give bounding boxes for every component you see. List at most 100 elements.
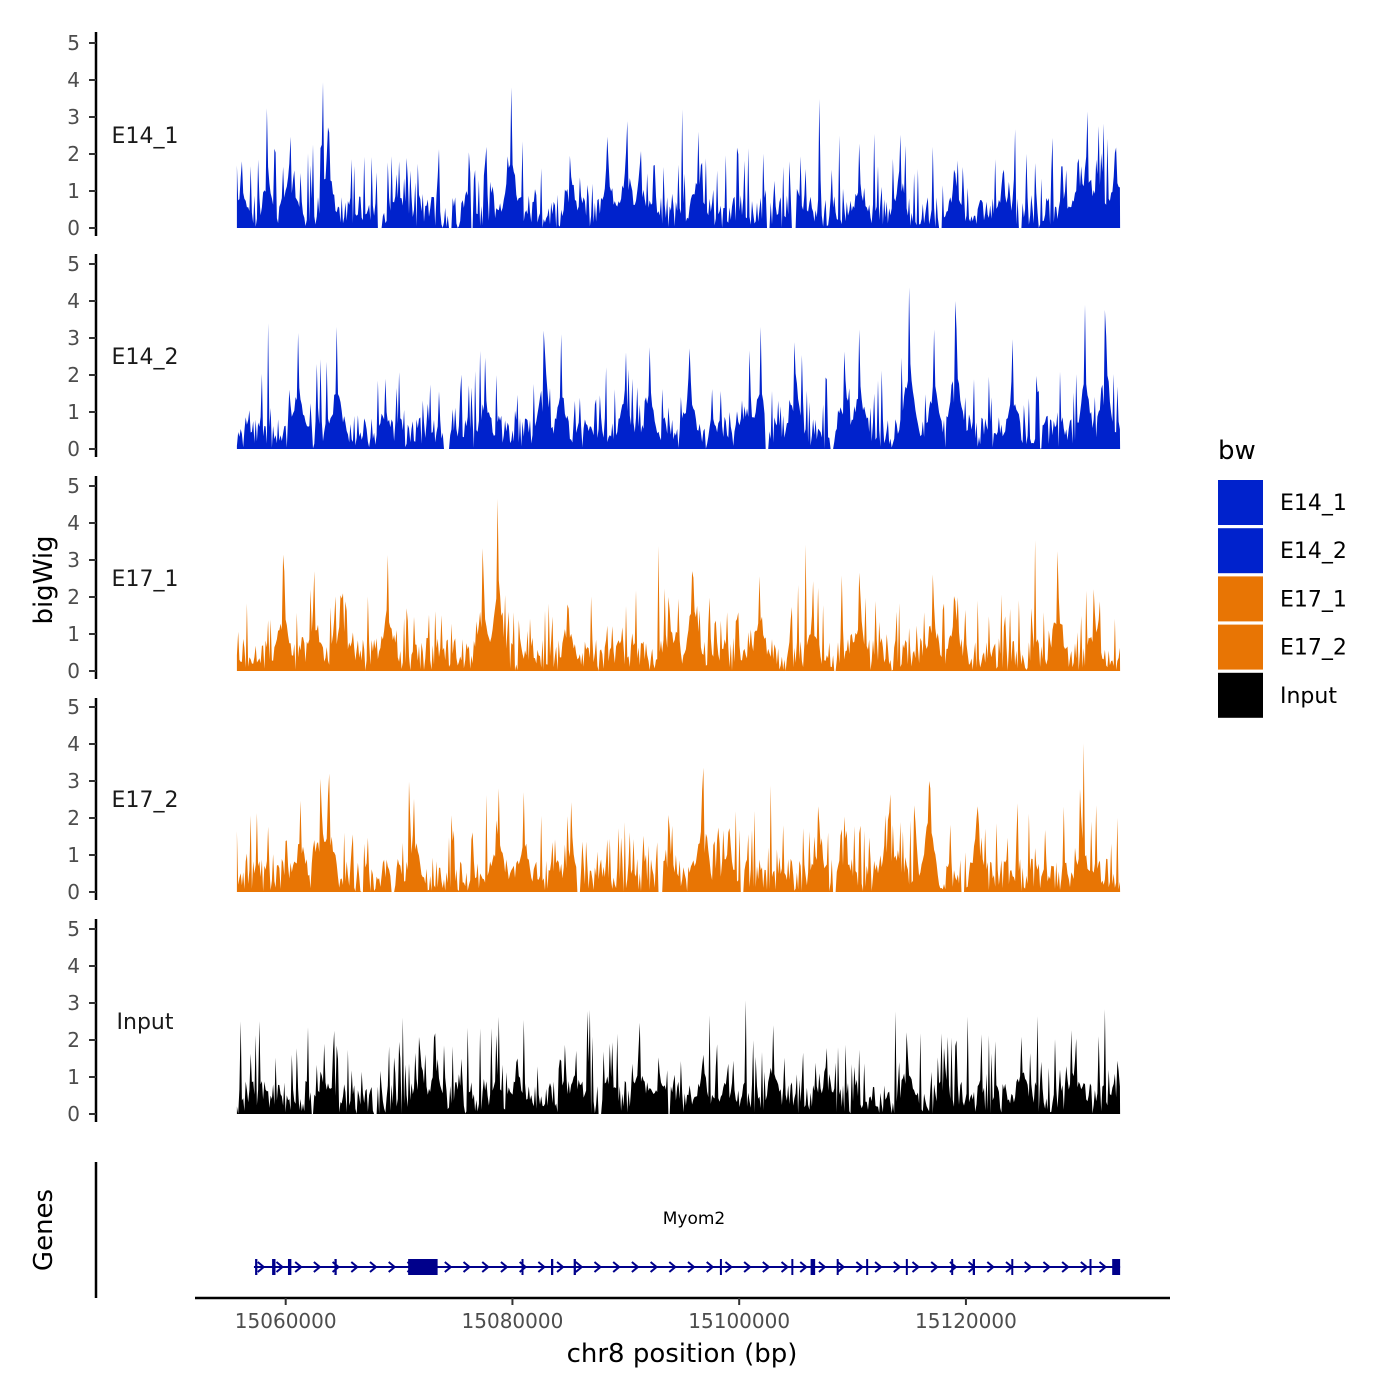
exon: [951, 1259, 954, 1275]
exon: [905, 1259, 908, 1275]
gene-model-myom2: [253, 1259, 1121, 1275]
strand-arrow-icon: [724, 1261, 733, 1273]
track-e17-2-label: E17_2: [112, 788, 179, 813]
strand-arrow-icon: [481, 1261, 490, 1273]
x-tick-label: 15080000: [462, 1309, 564, 1333]
track-e17-1-label: E17_1: [112, 567, 179, 592]
exon: [972, 1259, 975, 1275]
exon: [334, 1259, 337, 1275]
strand-arrow-icon: [986, 1261, 995, 1273]
y-tick-label: 5: [67, 252, 80, 276]
track-input-label: Input: [117, 1010, 174, 1035]
y-tick-label: 4: [67, 68, 80, 92]
strand-arrow-icon: [575, 1261, 584, 1273]
x-axis-ticks: 15060000 15080000 15100000 15120000: [235, 1298, 1017, 1333]
track-e14-1: 0 1 2 3 4 5 E14_1: [67, 31, 1121, 240]
track-e14-2-signal-area: [236, 287, 1121, 449]
exon: [521, 1259, 524, 1275]
track-e14-1-label: E14_1: [112, 124, 179, 149]
y-tick-label: 2: [67, 806, 80, 830]
x-tick-label: 15100000: [688, 1309, 790, 1333]
strand-arrow-icon: [818, 1261, 827, 1273]
strand-arrow-icon: [930, 1261, 939, 1273]
y-tick-label: 1: [67, 1065, 80, 1089]
track-e17-2-y-axis: 0 1 2 3 4 5: [67, 695, 98, 904]
legend-swatch: [1218, 480, 1263, 525]
y-tick-label: 4: [67, 954, 80, 978]
exon: [836, 1259, 839, 1275]
legend-label: E14_2: [1280, 539, 1347, 564]
exon: [791, 1259, 794, 1275]
strand-arrow-icon: [743, 1261, 752, 1273]
y-tick-label: 2: [67, 363, 80, 387]
track-e17-1: 0 1 2 3 4 5 E17_1: [67, 474, 1121, 683]
x-tick-label: 15120000: [915, 1309, 1017, 1333]
x-tick-label: 15060000: [235, 1309, 337, 1333]
strand-arrow-icon: [462, 1261, 472, 1273]
legend-swatch: [1218, 528, 1263, 574]
legend-items: E14_1 E14_2 E17_1 E17_2 Input: [1218, 480, 1347, 718]
y-tick-label: 3: [67, 769, 80, 793]
y-tick-label: 1: [67, 843, 80, 867]
strand-arrow-icon: [874, 1261, 883, 1273]
strand-arrow-icon: [1080, 1261, 1089, 1273]
strand-arrow-icon: [1098, 1261, 1108, 1273]
strand-arrow-icon: [706, 1261, 715, 1273]
strand-arrow-icon: [537, 1261, 546, 1273]
strand-arrow-icon: [855, 1261, 864, 1273]
y-tick-label: 0: [67, 880, 80, 904]
y-tick-label: 0: [67, 437, 80, 461]
track-e17-1-y-axis: 0 1 2 3 4 5: [67, 474, 98, 683]
track-e14-2-label: E14_2: [112, 345, 179, 370]
x-axis-title: chr8 position (bp): [567, 1339, 798, 1369]
exon: [1089, 1259, 1092, 1275]
y-tick-label: 4: [67, 511, 80, 535]
exon: [255, 1259, 258, 1275]
track-e14-2: 0 1 2 3 4 5 E14_2: [67, 252, 1121, 461]
y-tick-label: 0: [67, 216, 80, 240]
strand-arrow-icon: [350, 1261, 359, 1273]
strand-arrow-icon: [631, 1261, 640, 1273]
legend: bw E14_1 E14_2 E17_1 E17_2 Input: [1218, 436, 1347, 718]
y-tick-label: 3: [67, 548, 80, 572]
strand-arrow-icon: [388, 1261, 397, 1273]
exon: [573, 1259, 576, 1275]
exon: [287, 1259, 292, 1275]
strand-arrow-icon: [799, 1261, 808, 1273]
exon: [719, 1259, 722, 1275]
legend-label: E17_1: [1280, 587, 1347, 612]
strand-arrow-icon: [1042, 1261, 1051, 1273]
strand-arrow-icon: [780, 1261, 790, 1273]
legend-swatch: [1218, 624, 1263, 670]
strand-arrow-icon: [593, 1261, 603, 1273]
track-e17-1-signal-area: [236, 498, 1121, 671]
y-tick-label: 2: [67, 585, 80, 609]
x-axis: 15060000 15080000 15100000 15120000 chr8 po…: [195, 1296, 1170, 1369]
legend-swatch: [1218, 672, 1263, 718]
y-tick-label: 0: [67, 659, 80, 683]
strand-arrow-icon: [294, 1261, 303, 1273]
strand-arrow-icon: [837, 1261, 846, 1273]
y-tick-label: 2: [67, 1028, 80, 1052]
exon: [550, 1259, 554, 1275]
gene-track: Myom2: [94, 1162, 1121, 1298]
strand-arrow-icon: [668, 1261, 677, 1273]
exon: [866, 1259, 869, 1275]
y-tick-label: 1: [67, 400, 80, 424]
y-tick-label: 1: [67, 179, 80, 203]
y-tick-label: 5: [67, 474, 80, 498]
y-tick-label: 3: [67, 105, 80, 129]
y-tick-label: 3: [67, 326, 80, 350]
track-input-signal-area: [236, 1000, 1121, 1114]
strand-arrow-icon: [649, 1261, 659, 1273]
y-axis-title: bigWig: [29, 535, 59, 624]
strand-arrow-icon: [687, 1261, 696, 1273]
legend-label: E17_2: [1280, 636, 1347, 661]
track-e14-1-y-axis: 0 1 2 3 4 5: [67, 31, 98, 240]
track-e17-2-signal-area: [236, 743, 1121, 892]
strand-arrow-icon: [313, 1261, 322, 1273]
y-tick-label: 5: [67, 917, 80, 941]
strand-arrow-icon: [762, 1261, 771, 1273]
legend-title: bw: [1218, 436, 1256, 466]
track-e14-1-signal-area: [236, 82, 1121, 228]
